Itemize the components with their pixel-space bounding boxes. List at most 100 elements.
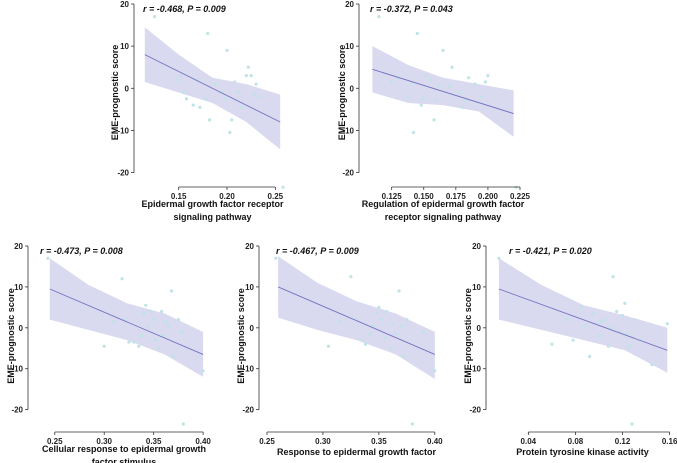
data-point <box>360 338 364 342</box>
data-point <box>176 318 180 322</box>
data-point <box>428 78 432 82</box>
data-point <box>120 277 124 281</box>
data-point <box>571 338 575 342</box>
x-tick-label: 0.35 <box>371 437 387 446</box>
data-point <box>447 84 451 88</box>
data-point <box>382 336 387 340</box>
data-point <box>401 354 406 359</box>
panel-protein-tyrosine-kinase-activity: 20 10 0 -10 -20 0.04 0.08 0.12 0.16 r = -0.421, P… <box>463 242 677 457</box>
data-point <box>579 305 583 309</box>
data-point <box>419 103 423 107</box>
data-point <box>184 97 188 101</box>
data-point <box>479 95 484 99</box>
data-point <box>349 275 353 279</box>
x-axis-title: Protein tyrosine kinase activity <box>516 447 649 457</box>
y-tick-label: -20 <box>117 169 129 178</box>
data-point <box>213 82 217 86</box>
correlation-stat-label: r = -0.468, P = 0.009 <box>143 4 226 14</box>
y-tick-label: 0 <box>19 324 24 333</box>
data-point <box>204 97 208 101</box>
x-tick-label: 0.25 <box>259 437 275 446</box>
data-point <box>225 48 229 53</box>
x-tick-label: 0.30 <box>96 437 112 446</box>
data-point <box>326 344 331 348</box>
x-tick-label: 0.200 <box>478 192 499 201</box>
data-point <box>46 256 50 260</box>
x-axis-title: signaling pathway <box>173 212 251 222</box>
data-point <box>615 309 619 314</box>
data-point <box>208 118 212 122</box>
data-point <box>435 99 439 103</box>
data-point <box>244 74 248 78</box>
data-point <box>385 309 389 314</box>
regression-line <box>49 288 204 355</box>
data-point <box>274 256 278 260</box>
data-point <box>630 422 634 426</box>
panel-cellular-response-egf-stimulus: 20 10 0 -10 -20 0.25 0.30 0.35 0.40 r = -0.473, P… <box>6 242 211 463</box>
correlation-stat-label: r = -0.421, P = 0.020 <box>509 246 592 256</box>
x-axis-title: Response to epidermal growth factor <box>277 447 437 457</box>
data-point <box>127 340 131 344</box>
y-tick-label: 0 <box>250 324 255 333</box>
data-point <box>179 330 183 334</box>
panel-egfr-signaling-pathway: 20 10 0 -10 -20 0.15 0.20 0.25 r = -0.468, P = 0… <box>110 0 285 222</box>
data-point <box>399 324 403 328</box>
y-tick-label: 10 <box>120 42 129 51</box>
data-point <box>233 80 237 84</box>
data-point <box>338 320 342 324</box>
data-point <box>257 95 261 99</box>
data-point <box>237 90 241 95</box>
data-point <box>460 105 464 109</box>
data-point <box>606 344 611 348</box>
data-point <box>375 311 379 316</box>
data-point <box>206 31 210 36</box>
data-point <box>147 324 151 328</box>
x-tick-label: 0.16 <box>662 437 677 446</box>
data-point <box>422 97 426 101</box>
data-point <box>409 82 413 86</box>
data-point <box>163 320 168 324</box>
x-tick-label: 0.225 <box>510 192 531 201</box>
data-point <box>424 74 428 78</box>
data-point <box>239 105 244 109</box>
regression-line <box>144 54 281 123</box>
data-point <box>377 15 381 19</box>
data-point <box>140 334 144 338</box>
data-point <box>223 97 227 101</box>
confidence-band <box>278 256 435 379</box>
y-tick-label: -20 <box>469 406 481 415</box>
data-point <box>132 340 136 344</box>
correlation-stat-label: r = -0.372, P = 0.043 <box>370 4 453 14</box>
y-tick-label: -10 <box>469 365 481 374</box>
data-point <box>591 311 595 316</box>
x-axis-title: Epidermal growth factor receptor <box>141 199 284 209</box>
confidence-band <box>498 258 668 373</box>
x-tick-label: 0.12 <box>615 437 631 446</box>
data-point <box>486 74 490 78</box>
data-point <box>142 311 146 316</box>
data-point <box>405 318 409 322</box>
x-axis-title: Regulation of epidermal growth factor <box>362 199 525 209</box>
panel-regulation-egfr-signaling: 20 10 0 -10 -20 0.125 0.150 0.175 0.200 0.225 r = … <box>337 0 531 222</box>
data-point <box>422 330 426 334</box>
data-point <box>625 332 629 336</box>
y-tick-label: -10 <box>11 365 23 374</box>
data-point <box>152 15 157 19</box>
data-point <box>252 93 256 97</box>
data-point <box>201 369 205 373</box>
data-point <box>467 76 471 80</box>
data-point <box>394 332 398 336</box>
data-point <box>550 342 554 346</box>
data-point <box>388 346 392 350</box>
x-tick-label: 0.08 <box>568 437 584 446</box>
data-point <box>483 80 487 84</box>
y-tick-label: -10 <box>342 126 354 135</box>
data-point <box>198 105 202 109</box>
y-tick-label: 0 <box>477 324 482 333</box>
data-point <box>583 324 587 328</box>
data-point <box>406 95 410 99</box>
data-point <box>377 305 381 309</box>
data-point <box>410 422 414 426</box>
data-point <box>228 130 232 135</box>
y-axis-title: EME-prognostic score <box>6 288 16 384</box>
